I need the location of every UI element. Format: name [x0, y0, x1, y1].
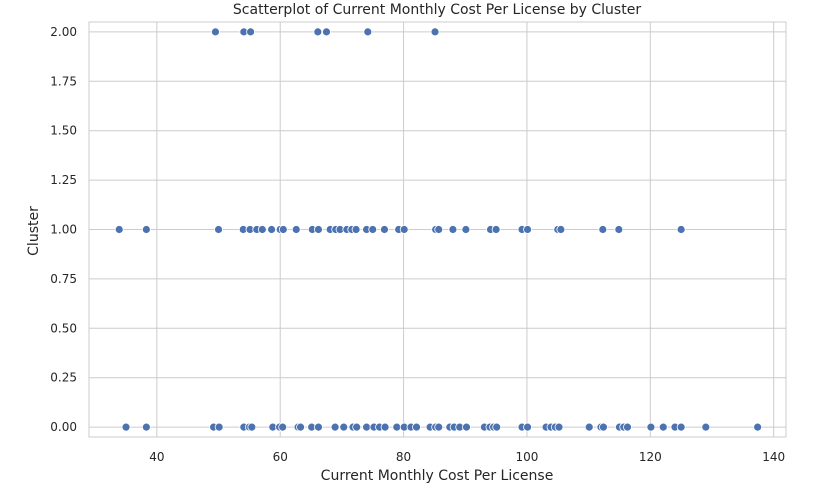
data-point: [523, 422, 532, 432]
data-point: [322, 27, 331, 37]
y-tick-label: 2.00: [50, 25, 77, 39]
data-point: [314, 225, 323, 234]
x-tick-label: 120: [639, 450, 662, 464]
data-point: [246, 27, 256, 37]
data-point: [623, 422, 632, 432]
data-point: [434, 422, 444, 432]
data-point: [676, 422, 686, 432]
data-point: [339, 422, 349, 432]
x-axis-label: Current Monthly Cost Per License: [321, 468, 554, 484]
plot-area: [88, 21, 787, 438]
data-point: [554, 422, 564, 432]
data-point: [701, 422, 711, 432]
data-point: [214, 225, 223, 234]
data-point: [257, 225, 267, 234]
data-point: [392, 422, 402, 432]
data-point: [313, 27, 323, 37]
y-tick-labels: 0.00 0.25 0.50 0.75 1.00 1.25 1.50 1.75 2.00: [50, 25, 77, 434]
chart-title: Scatterplot of Current Monthly Cost Per …: [233, 2, 641, 18]
data-point: [330, 422, 340, 432]
data-point: [646, 422, 656, 432]
grid-layer: [89, 22, 786, 437]
data-point: [614, 225, 624, 234]
data-points: [114, 27, 763, 432]
data-point: [114, 225, 124, 234]
data-point: [399, 225, 409, 234]
data-point: [247, 422, 257, 432]
data-point: [491, 225, 501, 234]
data-point: [368, 225, 378, 234]
y-axis-label: Cluster: [26, 206, 42, 256]
x-tick-label: 60: [273, 450, 288, 464]
data-point: [141, 225, 151, 234]
y-tick-label: 1.25: [50, 173, 77, 187]
x-tick-label: 140: [762, 450, 785, 464]
y-tick-label: 0.75: [50, 272, 77, 286]
data-point: [351, 225, 361, 234]
data-point: [267, 225, 276, 234]
data-point: [278, 422, 288, 432]
data-point: [676, 225, 686, 234]
data-point: [296, 422, 305, 432]
data-point: [121, 422, 131, 432]
y-tick-label: 1.00: [50, 223, 77, 237]
y-tick-label: 0.25: [50, 371, 77, 385]
data-point: [462, 422, 471, 432]
y-tick-label: 0.50: [50, 321, 77, 335]
data-point: [430, 27, 440, 37]
y-tick-label: 1.75: [50, 74, 77, 88]
data-point: [314, 422, 323, 432]
data-point: [448, 225, 458, 234]
data-point: [598, 225, 608, 234]
x-tick-label: 40: [149, 450, 164, 464]
data-point: [211, 27, 220, 37]
data-point: [380, 225, 389, 234]
data-point: [352, 422, 362, 432]
x-tick-label: 80: [396, 450, 411, 464]
x-tick-labels: 40 60 80 100 120 140: [149, 450, 785, 464]
data-point: [380, 422, 390, 432]
data-point: [523, 225, 532, 234]
data-point: [214, 422, 224, 432]
data-point: [556, 225, 566, 234]
data-point: [291, 225, 301, 234]
data-point: [412, 422, 421, 432]
data-point: [278, 225, 288, 234]
data-point: [141, 422, 151, 432]
data-point: [434, 225, 444, 234]
data-point: [461, 225, 471, 234]
x-tick-label: 100: [515, 450, 538, 464]
data-point: [658, 422, 668, 432]
data-point: [363, 27, 373, 37]
data-point: [753, 422, 763, 432]
y-tick-label: 0.00: [50, 420, 77, 434]
y-tick-label: 1.50: [50, 124, 77, 138]
data-point: [492, 422, 502, 432]
data-point: [599, 422, 608, 432]
data-point: [584, 422, 594, 432]
data-point: [362, 422, 371, 432]
